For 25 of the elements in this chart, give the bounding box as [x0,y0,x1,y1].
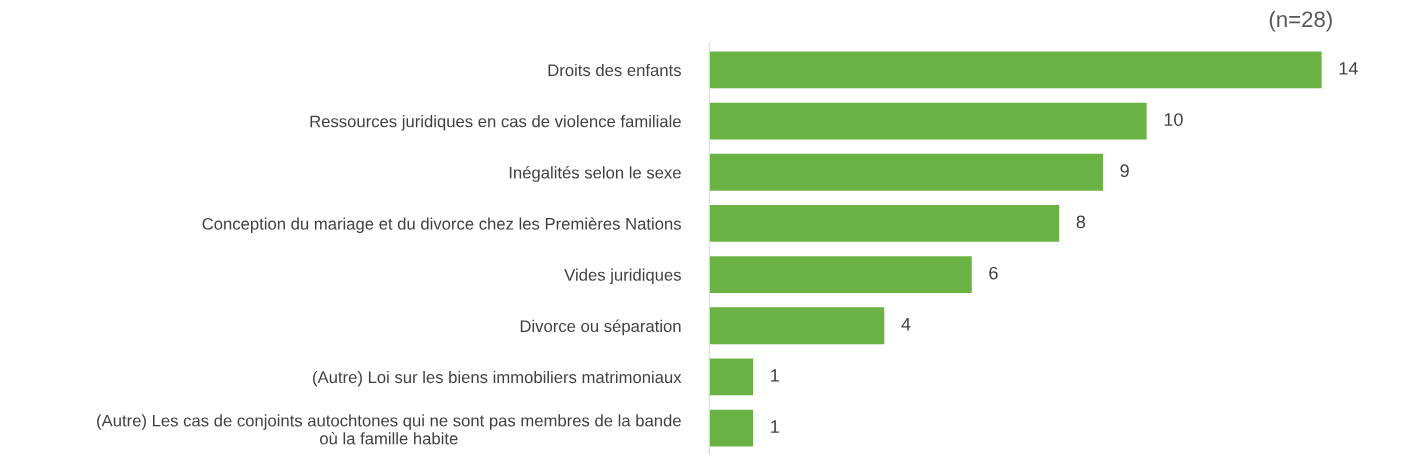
data-label: 10 [1164,113,1183,126]
bar [709,307,885,345]
bar [709,102,1147,140]
data-label: 8 [1076,215,1086,229]
data-label: 4 [901,318,911,331]
y-tick-label: (Autre) Loi sur les biens immobiliers matrimoniaux [313,370,682,387]
y-tick-label: Ressources juridiques en cas de violence familiale [310,115,681,131]
bar [709,153,1103,191]
y-tick-label: (Autre) Les cas de conjoints autochtones qui ne sont pas membres de la bande où la famille habite [97,414,681,445]
y-tick-label: Divorce ou séparation [520,319,681,336]
data-label: 9 [1120,164,1129,178]
chart-title: (n=28) [1269,10,1332,32]
y-tick-label: Conception du mariage et du divorce chez les Premières Nations [202,217,681,234]
y-tick-label: Inégalités selon le sexe [509,166,681,182]
bar [709,205,1060,242]
data-label: 1 [771,369,779,382]
data-label: 14 [1339,62,1358,75]
bar [709,358,754,396]
data-label: 1 [771,420,779,433]
bar [709,256,972,294]
bar [709,409,754,447]
y-tick-label: Droits des enfants [548,63,681,77]
data-label: 6 [989,266,998,280]
y-tick-label: Vides juridiques [564,268,681,285]
bar [709,51,1322,89]
